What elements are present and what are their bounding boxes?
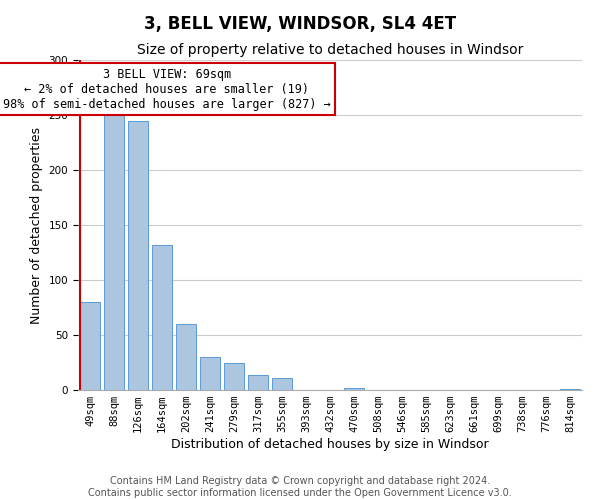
Text: 3 BELL VIEW: 69sqm
← 2% of detached houses are smaller (19)
98% of semi-detached: 3 BELL VIEW: 69sqm ← 2% of detached hous… [3, 68, 331, 110]
Bar [80, 302, 100, 390]
Bar [344, 388, 364, 390]
Y-axis label: Number of detached properties: Number of detached properties [30, 126, 43, 324]
Bar [176, 324, 196, 390]
Text: Contains HM Land Registry data © Crown copyright and database right 2024.
Contai: Contains HM Land Registry data © Crown c… [88, 476, 512, 498]
Bar [104, 115, 124, 390]
Bar [128, 120, 148, 390]
Bar [152, 245, 172, 390]
Bar [224, 362, 244, 390]
Bar [248, 374, 268, 390]
X-axis label: Distribution of detached houses by size in Windsor: Distribution of detached houses by size … [171, 438, 489, 451]
Bar [560, 389, 580, 390]
Bar [200, 357, 220, 390]
Title: Size of property relative to detached houses in Windsor: Size of property relative to detached ho… [137, 44, 523, 58]
Bar [272, 378, 292, 390]
Text: 3, BELL VIEW, WINDSOR, SL4 4ET: 3, BELL VIEW, WINDSOR, SL4 4ET [144, 15, 456, 33]
